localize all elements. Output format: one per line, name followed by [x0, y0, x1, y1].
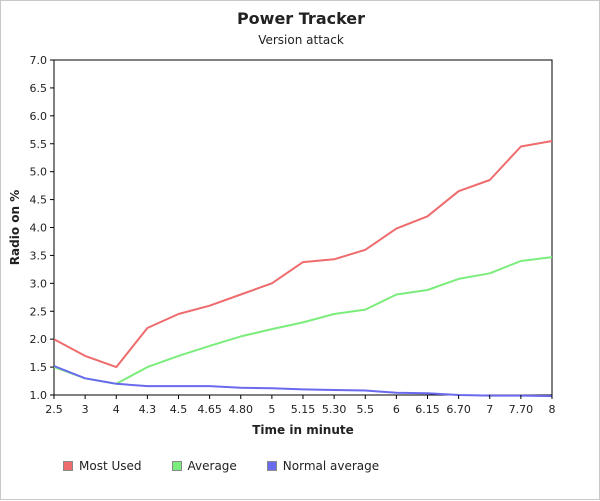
x-tick-label: 8	[549, 403, 556, 416]
series-line-most-used	[53, 140, 553, 369]
x-tick-label: 6.15	[415, 403, 440, 416]
y-tick-label: 7.0	[30, 54, 48, 67]
x-tick-label: 5.5	[357, 403, 375, 416]
series-line-normal-average	[53, 365, 553, 398]
y-tick-label: 3.5	[30, 249, 48, 262]
y-tick-label: 2.5	[30, 305, 48, 318]
x-tick-label: 4.3	[139, 403, 157, 416]
legend-item: Most Used	[63, 459, 142, 473]
legend-swatch	[171, 461, 182, 471]
y-tick-label: 1.5	[30, 361, 48, 374]
x-tick-label: 3	[82, 403, 89, 416]
x-tick-label: 5.15	[291, 403, 316, 416]
y-tick-label: 5.0	[30, 166, 48, 179]
x-tick-label: 4.5	[170, 403, 188, 416]
x-tick-label: 6	[393, 403, 400, 416]
chart-legend: Most Used Average Normal average	[63, 458, 409, 474]
series-line-average	[53, 256, 553, 385]
x-tick-label: 7	[486, 403, 493, 416]
chart-subtitle: Version attack	[258, 33, 344, 47]
legend-swatch	[63, 461, 73, 471]
x-axis-label: Time in minute	[252, 423, 354, 437]
x-tick-label: 4.80	[229, 403, 254, 416]
x-tick-label: 4.65	[197, 403, 222, 416]
y-tick-label: 3.0	[30, 277, 48, 290]
legend-label: Normal average	[282, 459, 380, 473]
y-tick-label: 5.5	[30, 138, 48, 151]
plot-area	[53, 59, 553, 396]
x-tick-label: 5.30	[322, 403, 347, 416]
legend-item: Normal average	[266, 459, 380, 473]
x-tick-label: 5	[268, 403, 275, 416]
y-axis-label: Radio on %	[8, 190, 22, 265]
x-tick-label: 4	[113, 403, 120, 416]
y-tick-label: 4.5	[30, 194, 48, 207]
chart-title: Power Tracker	[236, 9, 366, 28]
y-tick-label: 1.0	[30, 389, 48, 402]
legend-item: Average	[171, 459, 237, 473]
y-tick-label: 6.5	[30, 82, 48, 95]
y-tick-label: 2.0	[30, 333, 48, 346]
legend-label: Most Used	[79, 459, 142, 473]
y-tick-label: 4.0	[30, 222, 48, 235]
legend-label: Average	[187, 459, 237, 473]
x-tick-label: 2.5	[45, 403, 63, 416]
legend-swatch	[266, 461, 277, 471]
y-tick-label: 6.0	[30, 110, 48, 123]
x-tick-label: 7.70	[509, 403, 534, 416]
x-tick-label: 6.70	[446, 403, 471, 416]
